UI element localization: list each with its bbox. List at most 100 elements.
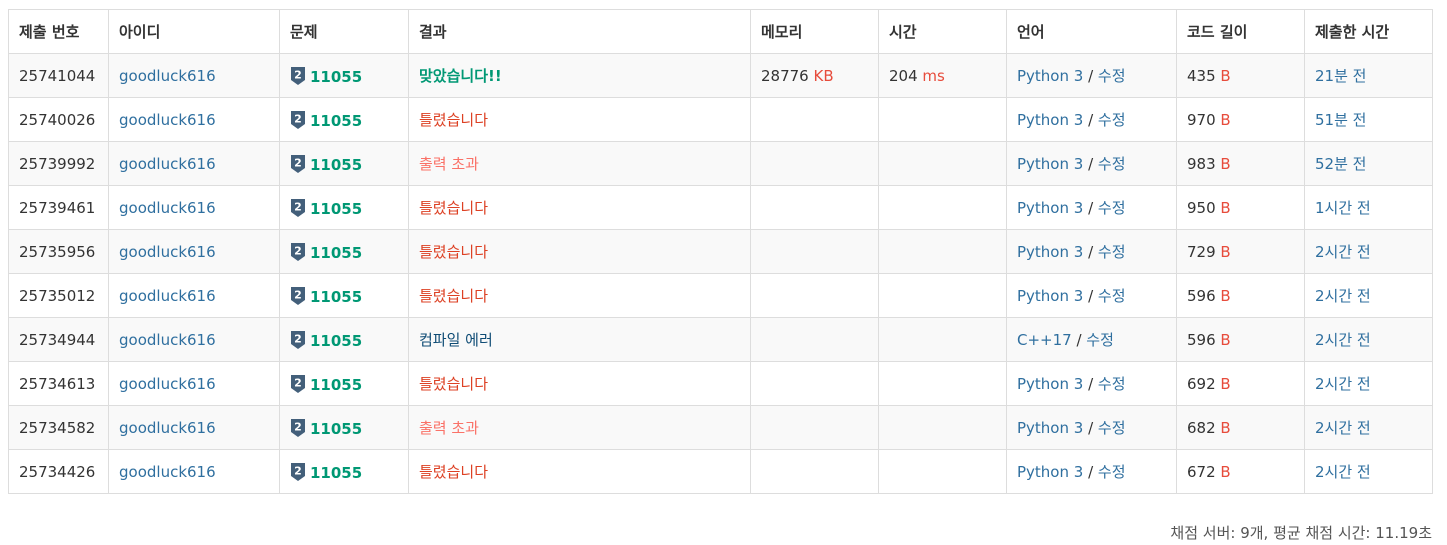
language-link[interactable]: Python 3	[1017, 375, 1084, 393]
user-id-cell: goodluck616	[108, 53, 280, 98]
problem-link[interactable]: 11055	[310, 419, 363, 438]
submitted-time-link[interactable]: 51분 전	[1315, 111, 1367, 129]
submitted-time-link[interactable]: 2시간 전	[1315, 419, 1371, 437]
user-link[interactable]: goodluck616	[119, 154, 216, 173]
code-length-unit: B	[1215, 110, 1231, 129]
code-length-cell: 729 B	[1176, 229, 1305, 274]
language-link[interactable]: Python 3	[1017, 155, 1084, 173]
code-length-cell: 596 B	[1176, 317, 1305, 362]
problem-link[interactable]: 11055	[310, 243, 363, 262]
silver-tier-badge-icon: 2	[291, 330, 305, 349]
user-link[interactable]: goodluck616	[119, 374, 216, 393]
language-link[interactable]: C++17	[1017, 331, 1072, 349]
memory-cell	[750, 97, 879, 142]
submission-id: 25741044	[8, 53, 109, 98]
table-row: 25735012 goodluck616 2 11055 틀렸습니다 Python…	[8, 273, 1433, 318]
edit-link[interactable]: 수정	[1086, 331, 1114, 349]
time-cell	[878, 449, 1007, 494]
status-table-body: 25741044 goodluck616 2 11055 맞았습니다!! 2877…	[8, 53, 1433, 494]
col-header-memory: 메모리	[750, 9, 879, 54]
problem-cell: 2 11055	[279, 97, 409, 142]
problem-link[interactable]: 11055	[310, 331, 363, 350]
user-link[interactable]: goodluck616	[119, 418, 216, 437]
time-unit: ms	[917, 66, 945, 85]
problem-link[interactable]: 11055	[310, 199, 363, 218]
edit-link[interactable]: 수정	[1097, 287, 1126, 305]
user-link[interactable]: goodluck616	[119, 110, 216, 129]
memory-unit: KB	[808, 66, 834, 85]
submitted-time-link[interactable]: 2시간 전	[1315, 375, 1371, 393]
result-text: 틀렸습니다	[419, 375, 489, 393]
user-link[interactable]: goodluck616	[119, 330, 216, 349]
user-link[interactable]: goodluck616	[119, 462, 216, 481]
problem-link[interactable]: 11055	[310, 287, 363, 306]
time-cell	[878, 273, 1007, 318]
user-link[interactable]: goodluck616	[119, 198, 216, 217]
submitted-time-link[interactable]: 21분 전	[1315, 67, 1367, 85]
problem-link[interactable]: 11055	[310, 375, 363, 394]
edit-link[interactable]: 수정	[1097, 67, 1126, 85]
submitted-time-link[interactable]: 1시간 전	[1315, 199, 1371, 217]
edit-link[interactable]: 수정	[1097, 243, 1126, 261]
edit-link[interactable]: 수정	[1097, 419, 1126, 437]
submission-id: 25740026	[8, 97, 109, 142]
edit-link[interactable]: 수정	[1097, 199, 1126, 217]
language-link[interactable]: Python 3	[1017, 111, 1084, 129]
language-cell: Python 3 / 수정	[1006, 361, 1177, 406]
language-cell: Python 3 / 수정	[1006, 53, 1177, 98]
header-row: 제출 번호 아이디 문제 결과 메모리 시간 언어 코드 길이 제출한 시간	[8, 9, 1433, 54]
edit-link[interactable]: 수정	[1097, 111, 1126, 129]
edit-link[interactable]: 수정	[1097, 375, 1126, 393]
language-cell: C++17 / 수정	[1006, 317, 1177, 362]
language-cell: Python 3 / 수정	[1006, 273, 1177, 318]
edit-link[interactable]: 수정	[1097, 155, 1126, 173]
language-cell: Python 3 / 수정	[1006, 405, 1177, 450]
code-length-unit: B	[1215, 286, 1231, 305]
code-length-value: 596	[1187, 330, 1216, 349]
silver-tier-badge-icon: 2	[291, 110, 305, 129]
user-link[interactable]: goodluck616	[119, 286, 216, 305]
language-link[interactable]: Python 3	[1017, 419, 1084, 437]
submitted-time-link[interactable]: 2시간 전	[1315, 243, 1371, 261]
submitted-time-cell: 21분 전	[1304, 53, 1433, 98]
language-separator: /	[1083, 199, 1098, 217]
time-cell	[878, 405, 1007, 450]
submitted-time-cell: 2시간 전	[1304, 229, 1433, 274]
table-row: 25734944 goodluck616 2 11055 컴파일 에러 C++17…	[8, 317, 1433, 362]
problem-link[interactable]: 11055	[310, 111, 363, 130]
language-link[interactable]: Python 3	[1017, 463, 1084, 481]
submission-id: 25739461	[8, 185, 109, 230]
code-length-unit: B	[1215, 374, 1231, 393]
silver-tier-badge-icon: 2	[291, 154, 305, 173]
problem-link[interactable]: 11055	[310, 155, 363, 174]
user-link[interactable]: goodluck616	[119, 242, 216, 261]
svg-text:2: 2	[294, 156, 302, 169]
language-separator: /	[1083, 463, 1098, 481]
submitted-time-link[interactable]: 2시간 전	[1315, 463, 1371, 481]
edit-link[interactable]: 수정	[1097, 463, 1126, 481]
submitted-time-link[interactable]: 2시간 전	[1315, 331, 1371, 349]
language-link[interactable]: Python 3	[1017, 67, 1084, 85]
code-length-unit: B	[1215, 198, 1231, 217]
result-text: 틀렸습니다	[419, 243, 489, 261]
submission-id: 25734944	[8, 317, 109, 362]
time-value: 204	[889, 66, 918, 85]
table-row: 25734582 goodluck616 2 11055 출력 초과 Python…	[8, 405, 1433, 450]
result-cell: 틀렸습니다	[408, 273, 751, 318]
svg-text:2: 2	[294, 376, 302, 389]
silver-tier-badge-icon: 2	[291, 418, 305, 437]
submitted-time-cell: 2시간 전	[1304, 273, 1433, 318]
language-link[interactable]: Python 3	[1017, 199, 1084, 217]
problem-link[interactable]: 11055	[310, 463, 363, 482]
submitted-time-link[interactable]: 2시간 전	[1315, 287, 1371, 305]
code-length-cell: 682 B	[1176, 405, 1305, 450]
language-link[interactable]: Python 3	[1017, 243, 1084, 261]
problem-link[interactable]: 11055	[310, 67, 363, 86]
time-cell	[878, 97, 1007, 142]
code-length-value: 950	[1187, 198, 1216, 217]
user-link[interactable]: goodluck616	[119, 66, 216, 85]
submission-id: 25735956	[8, 229, 109, 274]
code-length-value: 682	[1187, 418, 1216, 437]
submitted-time-link[interactable]: 52분 전	[1315, 155, 1367, 173]
language-link[interactable]: Python 3	[1017, 287, 1084, 305]
